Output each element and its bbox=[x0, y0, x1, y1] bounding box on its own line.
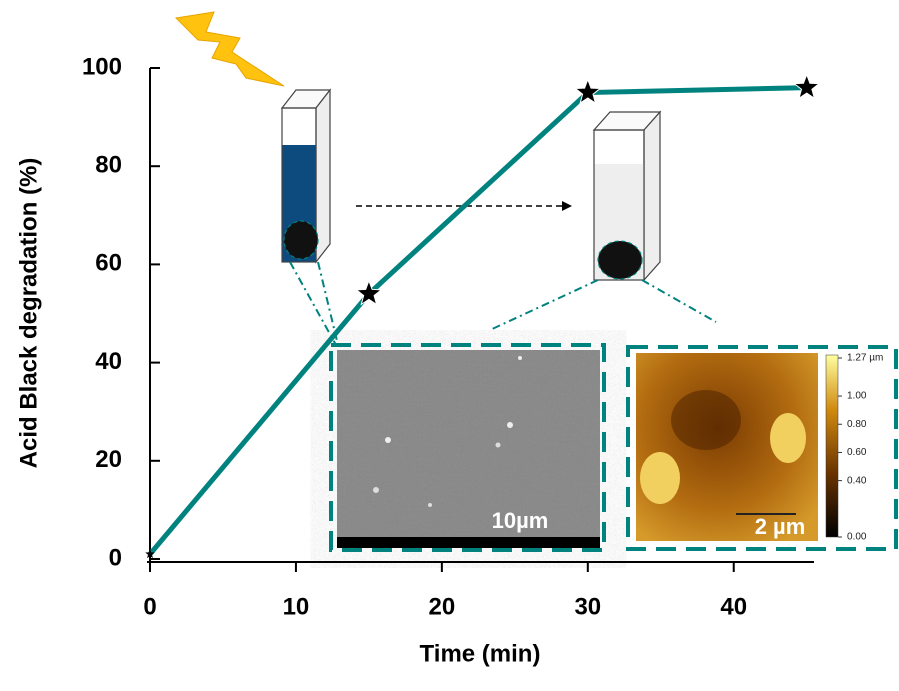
data-point bbox=[574, 78, 602, 105]
y-tick-label: 20 bbox=[95, 446, 122, 473]
data-line bbox=[148, 85, 807, 556]
colorbar-tick-label: 0.80 bbox=[847, 419, 867, 430]
y-tick-label: 40 bbox=[95, 348, 122, 375]
colorbar-tick-label: 0.60 bbox=[847, 447, 867, 458]
afm-scale-label: 2 µm bbox=[755, 514, 806, 539]
colorbar-tick-label: 0.40 bbox=[847, 475, 867, 486]
colorbar-tick-label: 1.27 µm bbox=[847, 353, 883, 364]
y-tick-label: 0 bbox=[109, 544, 122, 571]
y-axis-label: Acid Black degradation (%) bbox=[15, 158, 42, 469]
x-tick-label: 20 bbox=[429, 593, 456, 620]
x-axis-label: Time (min) bbox=[420, 640, 541, 667]
arrow-head bbox=[562, 201, 572, 211]
x-tick-label: 0 bbox=[143, 593, 156, 620]
x-tick-label: 30 bbox=[574, 593, 601, 620]
afm-inset: 2 µm bbox=[626, 345, 898, 551]
sem-scale-label: 10µm bbox=[492, 508, 549, 533]
zoom-lines bbox=[289, 261, 717, 346]
x-tick-label: 40 bbox=[720, 593, 747, 620]
sem-inset: 10µm bbox=[329, 343, 606, 552]
data-point bbox=[145, 549, 155, 559]
cuvette-before bbox=[280, 88, 332, 264]
colorbar-tick-label: 1.00 bbox=[847, 391, 867, 402]
y-tick-label: 100 bbox=[82, 53, 122, 80]
data-point bbox=[355, 279, 383, 306]
cuvette-after bbox=[592, 110, 662, 282]
lightning-icon bbox=[174, 11, 285, 87]
data-point bbox=[792, 73, 821, 100]
x-tick-label: 10 bbox=[283, 593, 310, 620]
colorbar-tick-label: 0.00 bbox=[847, 532, 867, 543]
y-tick-label: 60 bbox=[95, 250, 122, 277]
y-tick-label: 80 bbox=[95, 152, 122, 179]
